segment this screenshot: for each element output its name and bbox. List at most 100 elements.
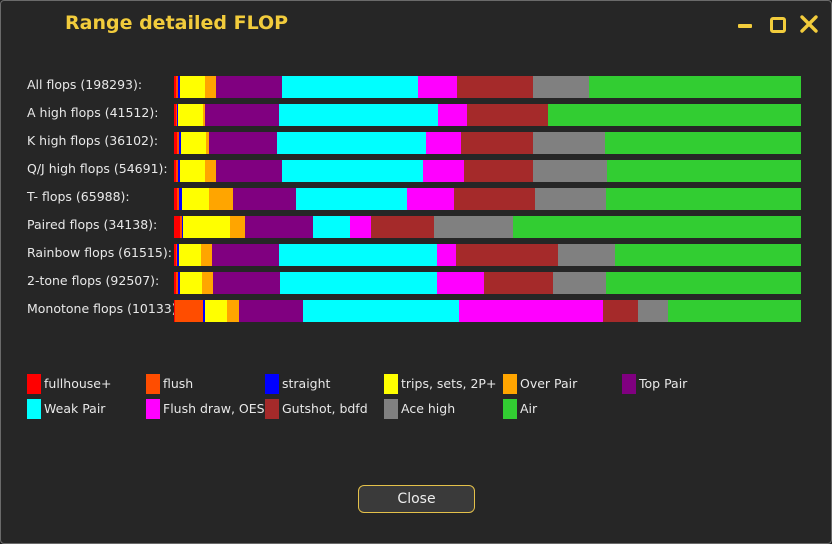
- bar-segment-weakpair: [279, 272, 438, 294]
- bar-segment-overpair: [229, 216, 246, 238]
- bar-segment-straight: [177, 272, 180, 294]
- stacked-bar: [174, 300, 801, 322]
- bar-segment-air: [668, 300, 801, 322]
- bar-segment-weakpair: [276, 132, 427, 154]
- bar-segment-toppair: [209, 132, 277, 154]
- close-window-button[interactable]: [798, 13, 820, 35]
- stacked-bar: [174, 76, 801, 98]
- row-label: Q/J high flops (54691):: [27, 161, 168, 176]
- bar-segment-flush: [175, 272, 178, 294]
- close-button[interactable]: Close: [358, 485, 475, 513]
- bar-segment-flush: [177, 188, 179, 210]
- legend-label: straight: [282, 376, 331, 391]
- bar-segment-overpair: [205, 132, 210, 154]
- chart-row: A high flops (41512):: [1, 104, 831, 126]
- bar-segment-air: [605, 272, 801, 294]
- bar-segment-flushdraw: [349, 216, 372, 238]
- bar-segment-trips: [182, 216, 230, 238]
- stacked-bar: [174, 188, 801, 210]
- bar-segment-gutshot: [460, 132, 534, 154]
- bar-segment-overpair: [227, 300, 239, 322]
- bar-segment-trips: [179, 244, 201, 266]
- bar-segment-air: [512, 216, 801, 238]
- bar-segment-acehigh: [533, 132, 605, 154]
- chart-row: K high flops (36102):: [1, 132, 831, 154]
- bar-segment-flushdraw: [406, 188, 455, 210]
- bar-segment-acehigh: [433, 216, 513, 238]
- chart-row: T- flops (65988):: [1, 188, 831, 210]
- stacked-bar: [174, 216, 801, 238]
- bar-segment-straight: [178, 132, 181, 154]
- bar-segment-acehigh: [553, 272, 606, 294]
- legend-swatch: [384, 399, 398, 419]
- bar-segment-overpair: [200, 244, 213, 266]
- bar-segment-overpair: [204, 160, 216, 182]
- legend-swatch: [622, 374, 636, 394]
- bar-segment-toppair: [238, 300, 304, 322]
- window-title: Range detailed FLOP: [65, 12, 289, 34]
- legend-label: fullhouse+: [44, 376, 112, 391]
- bar-segment-acehigh: [637, 300, 669, 322]
- chart-row: 2-tone flops (92507):: [1, 272, 831, 294]
- bar-segment-trips: [179, 272, 202, 294]
- bar-segment-weakpair: [281, 160, 423, 182]
- legend-label: trips, sets, 2P+: [401, 376, 497, 391]
- bar-segment-fullhouse: [174, 244, 176, 266]
- legend-label: Flush draw, OESD: [163, 401, 275, 416]
- bar-segment-gutshot: [456, 244, 559, 266]
- bar-segment-flush: [175, 76, 178, 98]
- bar-segment-flushdraw: [422, 160, 464, 182]
- bar-segment-gutshot: [484, 272, 554, 294]
- bar-segment-air: [605, 188, 801, 210]
- bar-segment-acehigh: [532, 76, 589, 98]
- bar-segment-flush: [175, 160, 178, 182]
- stacked-bar: [174, 244, 801, 266]
- bar-segment-air: [606, 160, 801, 182]
- legend-swatch: [146, 399, 160, 419]
- bar-segment-fullhouse: [174, 104, 176, 126]
- bar-segment-trips: [182, 188, 210, 210]
- bar-segment-straight: [179, 188, 183, 210]
- bar-segment-trips: [179, 76, 205, 98]
- bar-segment-gutshot: [371, 216, 434, 238]
- row-label: Monotone flops (10133):: [27, 301, 181, 316]
- bar-segment-air: [615, 244, 801, 266]
- bar-segment-toppair: [245, 216, 314, 238]
- legend-swatch: [27, 374, 41, 394]
- bar-segment-straight: [177, 76, 180, 98]
- bar-segment-toppair: [215, 160, 282, 182]
- legend-swatch: [503, 374, 517, 394]
- bar-segment-trips: [205, 300, 228, 322]
- bar-segment-acehigh: [535, 188, 606, 210]
- row-label: A high flops (41512):: [27, 105, 159, 120]
- row-label: K high flops (36102):: [27, 133, 159, 148]
- bar-segment-overpair: [203, 104, 205, 126]
- row-label: Paired flops (34138):: [27, 217, 158, 232]
- bar-segment-weakpair: [278, 104, 438, 126]
- maximize-button[interactable]: [767, 13, 789, 35]
- minimize-button[interactable]: [735, 13, 757, 35]
- bar-segment-weakpair: [279, 244, 437, 266]
- bar-segment-straight: [203, 300, 206, 322]
- bar-segment-toppair: [215, 76, 282, 98]
- bar-segment-gutshot: [463, 160, 533, 182]
- bar-segment-trips: [180, 132, 206, 154]
- chart-row: Monotone flops (10133):: [1, 300, 831, 322]
- bar-segment-trips: [179, 160, 205, 182]
- bar-segment-gutshot: [603, 300, 638, 322]
- legend-label: Air: [520, 401, 538, 416]
- row-label: Rainbow flops (61515):: [27, 245, 172, 260]
- close-icon: [800, 15, 818, 33]
- bar-segment-fullhouse: [174, 300, 176, 322]
- stacked-bar: [174, 104, 801, 126]
- bar-segment-overpair: [204, 76, 216, 98]
- bar-segment-gutshot: [456, 76, 533, 98]
- chart-row: Q/J high flops (54691):: [1, 160, 831, 182]
- bar-segment-flush: [177, 132, 179, 154]
- legend-label: Weak Pair: [44, 401, 106, 416]
- bar-segment-flushdraw: [436, 244, 457, 266]
- bar-segment-flush: [175, 300, 204, 322]
- bar-segment-air: [604, 132, 801, 154]
- legend-label: Gutshot, bdfd: [282, 401, 368, 416]
- chart-row: Rainbow flops (61515):: [1, 244, 831, 266]
